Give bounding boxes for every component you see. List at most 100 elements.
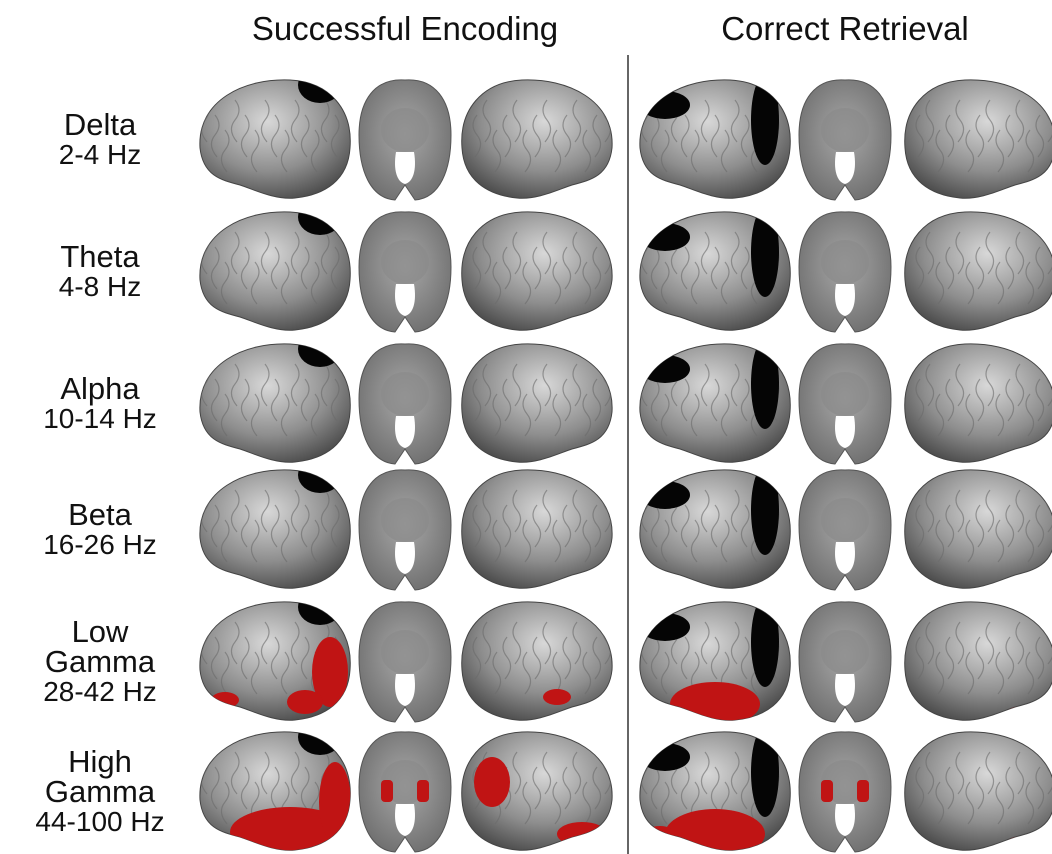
brain-lateral	[462, 212, 612, 330]
activation	[1029, 350, 1041, 358]
brain-lateral	[462, 344, 612, 462]
activation	[751, 339, 779, 429]
activation	[1029, 218, 1041, 226]
band-name: High Gamma	[45, 747, 155, 807]
brain-slice	[799, 470, 891, 590]
activation	[670, 682, 760, 726]
slice-center	[821, 630, 869, 674]
brain-slice	[359, 344, 451, 464]
column-title: Successful Encoding	[195, 10, 615, 48]
activation	[1029, 608, 1041, 616]
brain-lateral	[640, 207, 790, 330]
slice-center	[821, 498, 869, 542]
band-range: 10-14 Hz	[0, 404, 200, 434]
brain-lateral	[905, 732, 1052, 852]
brain-lateral	[200, 67, 350, 198]
brain-lateral	[200, 589, 350, 720]
activation	[857, 780, 869, 802]
slice-center	[821, 372, 869, 416]
brain-lateral	[905, 344, 1052, 462]
brain-slice	[359, 732, 451, 852]
column-title: Correct Retrieval	[635, 10, 1052, 48]
brain-slice	[799, 80, 891, 200]
band-name: Alpha	[60, 374, 139, 404]
band-range: 2-4 Hz	[0, 140, 200, 170]
row-label: Delta2-4 Hz	[0, 110, 200, 170]
slice-center	[381, 630, 429, 674]
activation	[751, 727, 779, 817]
brain-lateral	[462, 732, 612, 850]
activation	[751, 597, 779, 687]
row-label: High Gamma44-100 Hz	[0, 747, 200, 837]
brain-lateral	[905, 212, 1052, 330]
activation	[645, 826, 675, 842]
brain-lateral	[905, 602, 1052, 722]
slice-center	[381, 108, 429, 152]
brain-surface	[905, 732, 1052, 850]
activation	[298, 67, 342, 103]
brain-lateral	[462, 80, 612, 198]
slice-center	[381, 372, 429, 416]
activation	[751, 465, 779, 555]
activation	[298, 331, 342, 367]
activation	[1029, 738, 1041, 746]
brain-slice	[799, 732, 891, 852]
row-label: Low Gamma28-42 Hz	[0, 617, 200, 707]
brain-slice	[799, 212, 891, 332]
activation	[319, 762, 351, 842]
activation	[1029, 86, 1041, 94]
brain-slice	[359, 80, 451, 200]
brain-slice	[359, 470, 451, 590]
activation	[1029, 476, 1041, 484]
band-name: Delta	[64, 110, 136, 140]
activation	[751, 207, 779, 297]
activation	[543, 689, 571, 705]
brain-lateral	[905, 80, 1052, 198]
brain-surface	[462, 212, 612, 330]
activation	[417, 780, 429, 802]
activation	[751, 75, 779, 165]
activation	[381, 780, 393, 802]
brain-lateral	[640, 727, 790, 854]
brain-lateral	[640, 465, 790, 588]
band-range: 28-42 Hz	[0, 677, 200, 707]
brain-lateral	[905, 470, 1052, 588]
activation	[211, 692, 239, 708]
activation	[557, 822, 607, 846]
brain-lateral	[200, 199, 350, 330]
activation	[298, 719, 342, 755]
activation	[298, 457, 342, 493]
brain-lateral	[200, 719, 351, 854]
brain-lateral	[640, 597, 790, 726]
band-range: 44-100 Hz	[0, 807, 200, 837]
brain-slice	[359, 212, 451, 332]
activation	[821, 780, 833, 802]
brain-slice	[359, 602, 451, 722]
page: Successful Encoding Correct Retrieval De…	[0, 0, 1052, 854]
slice-center	[821, 240, 869, 284]
slice-center	[381, 498, 429, 542]
brain-surface	[905, 344, 1052, 462]
activation	[287, 690, 323, 714]
slice-center	[381, 240, 429, 284]
slice-center	[821, 108, 869, 152]
activation	[298, 199, 342, 235]
row-label: Alpha10-14 Hz	[0, 374, 200, 434]
brain-lateral	[462, 470, 612, 588]
brain-surface	[905, 212, 1052, 330]
brain-slice	[799, 344, 891, 464]
brain-surface	[905, 80, 1052, 198]
activation	[474, 757, 510, 807]
brain-surface	[905, 602, 1052, 720]
band-range: 16-26 Hz	[0, 530, 200, 560]
brain-surface	[462, 80, 612, 198]
band-name: Low Gamma	[45, 617, 155, 677]
brain-lateral	[200, 331, 350, 462]
brain-surface	[905, 470, 1052, 588]
band-range: 4-8 Hz	[0, 272, 200, 302]
brain-lateral	[640, 339, 790, 462]
band-name: Beta	[68, 500, 132, 530]
brain-surface	[462, 344, 612, 462]
brain-lateral	[640, 75, 790, 198]
